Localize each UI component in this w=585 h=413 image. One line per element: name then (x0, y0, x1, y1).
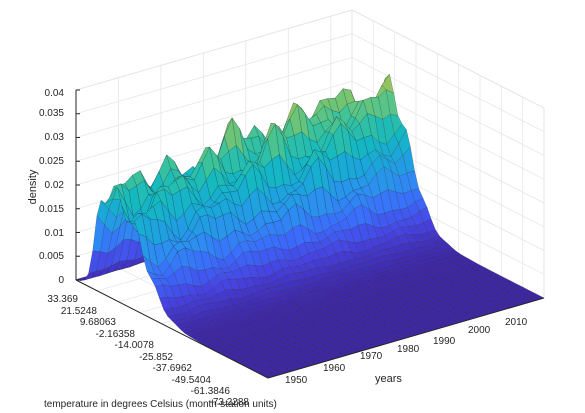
temperature-tick-labels: 33.369 21.5248 9.68063 -2.16358 -14.0078… (47, 294, 249, 408)
temperature-axis-line (75, 279, 269, 379)
temperature-tick-label: -37.6962 (153, 363, 193, 374)
temperature-tick-label: 9.68063 (80, 317, 117, 328)
year-tick-label: 1970 (360, 351, 383, 362)
temperature-tick-label: -14.0078 (115, 340, 155, 351)
year-tick-label: 1950 (285, 375, 308, 386)
year-tick-label: 2010 (505, 317, 528, 328)
z-tick-label: 0.03 (45, 132, 65, 143)
z-tick-label: 0.04 (45, 88, 65, 99)
z-tick-label: 0.035 (39, 108, 64, 119)
density-surface (75, 73, 545, 379)
axes-frame (75, 89, 545, 379)
year-tick-label: 1960 (323, 363, 346, 374)
year-tick-labels: 1950 1960 1970 1980 1990 2000 2010 (285, 317, 528, 386)
temperature-tick-label: 33.369 (47, 294, 78, 305)
z-axis-label: density (27, 169, 39, 204)
z-tick-label: 0.02 (45, 180, 65, 191)
year-tick-label: 1990 (433, 336, 456, 347)
z-tick-labels: 0 0.005 0.01 0.015 0.02 0.025 0.03 0.035… (39, 88, 64, 286)
z-tick-label: 0.01 (45, 228, 65, 239)
year-tick-label: 2000 (468, 325, 491, 336)
z-tick-label: 0.005 (39, 251, 64, 262)
z-tick-label: 0 (58, 275, 64, 286)
temperature-tick-label: -2.16358 (96, 329, 136, 340)
temperature-tick-label: -61.3846 (191, 386, 231, 397)
year-axis-label: years (375, 373, 402, 385)
temperature-tick-label: -49.5404 (172, 375, 212, 386)
z-tick-label: 0.015 (39, 204, 64, 215)
temperature-tick-label: -25.852 (139, 352, 173, 363)
temperature-tick-label: 21.5248 (61, 306, 98, 317)
year-tick-label: 1980 (397, 344, 420, 355)
temperature-tick-label: -73.2288 (210, 397, 250, 408)
z-tick-label: 0.025 (39, 156, 64, 167)
temperature-axis-label: temperature in degrees Celsius (month-st… (44, 399, 277, 410)
year-axis-line (267, 297, 545, 379)
